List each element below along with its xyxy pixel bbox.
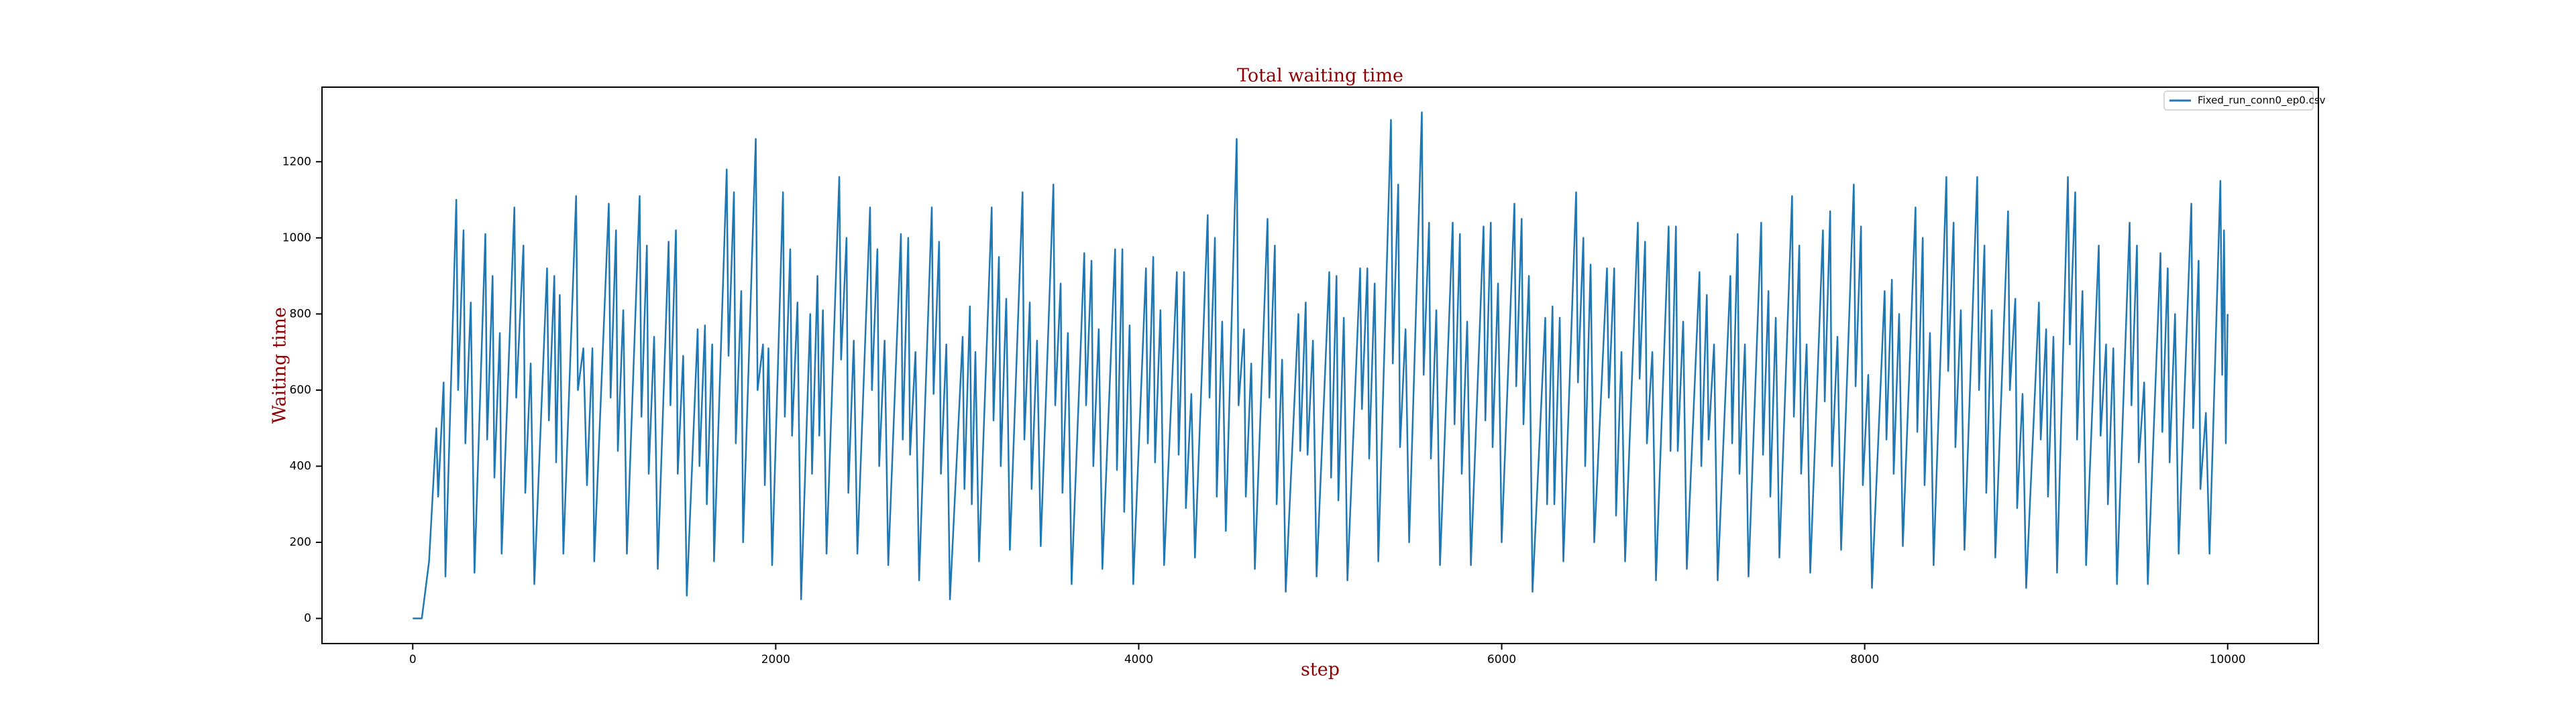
chart-title: Total waiting time — [1237, 66, 1403, 86]
y-tick-label: 800 — [290, 307, 311, 320]
x-tick-label: 10000 — [2210, 653, 2246, 666]
x-tick-label: 8000 — [1850, 653, 1879, 666]
axes-frame — [321, 86, 2319, 644]
x-tick-label: 4000 — [1124, 653, 1153, 666]
x-tick-label: 2000 — [761, 653, 790, 666]
y-tick-label: 600 — [290, 383, 311, 397]
y-tick-label: 200 — [290, 536, 311, 549]
y-tick-label: 400 — [290, 459, 311, 473]
y-tick-label: 1000 — [282, 231, 311, 245]
x-axis-label: step — [1301, 660, 1340, 680]
y-tick-label: 1200 — [282, 155, 311, 168]
x-tick-label: 6000 — [1487, 653, 1516, 666]
legend-label: Fixed_run_conn0_ep0.csv — [2198, 95, 2326, 107]
x-tick-label: 0 — [409, 653, 417, 666]
y-tick-label: 0 — [304, 612, 311, 625]
y-axis-label: Waiting time — [270, 307, 290, 424]
legend-box — [2163, 90, 2314, 111]
line-series — [413, 111, 2229, 619]
